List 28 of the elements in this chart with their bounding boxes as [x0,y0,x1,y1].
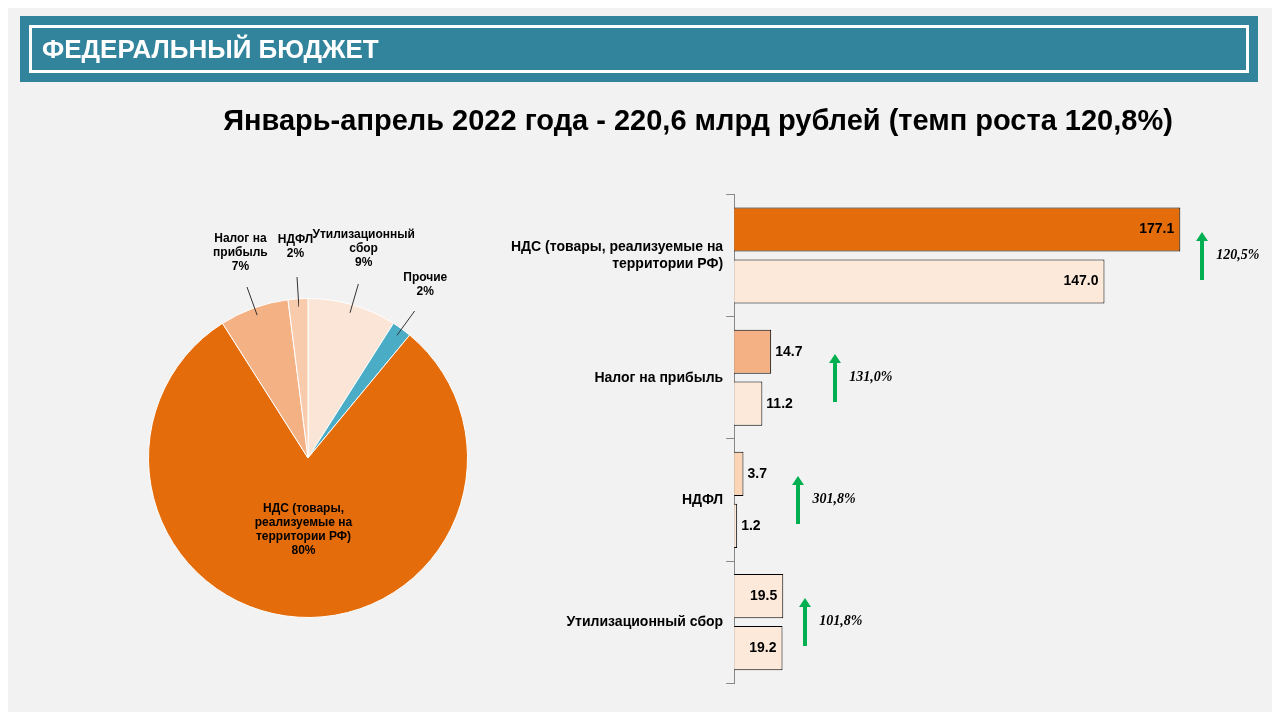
slice-label: НДФЛ [277,232,314,247]
data-label: 19.2 [749,638,777,655]
annotation: 101,8% [819,613,863,630]
data-label: 80% [291,542,316,557]
data-label: 3.7 [747,464,768,481]
annotation: 131,0% [849,368,893,385]
y-tick-label: Утилизационный сбор [566,612,724,629]
data-label: 9% [354,254,373,269]
chart-title: ФЕДЕРАЛЬНЫЙ БЮДЖЕТ [29,25,1249,73]
y-tick-label: Налог на прибыль [594,368,724,385]
data-label: 19.5 [750,586,778,603]
y-tick-label: НДС (товары, реализуемые на территории РФ) [510,237,724,271]
data-label: 147.0 [1063,272,1099,289]
slice-label: Налог на прибыль [213,230,268,259]
y-tick-label: НДФЛ [681,490,724,507]
data-label: 2% [286,246,305,261]
data-label: 7% [231,258,250,273]
data-label: 177.1 [1139,220,1175,237]
data-label: 1.2 [741,516,761,533]
data-label: 14.7 [775,342,803,359]
slice-label: НДС (товары, реализуемые на территории РФ) [254,500,353,543]
data-label: 11.2 [766,394,794,411]
annotation: 301,8% [812,490,856,507]
text: Январь-апрель 2022 года - 220,6 млрд рублей (темп роста 120,8%) [222,104,1174,137]
text: 120,5% [1216,246,1260,263]
slice-label: Утилизационный сбор [312,226,415,255]
slice-label: Прочие [403,269,448,284]
data-label: 2% [416,283,435,298]
